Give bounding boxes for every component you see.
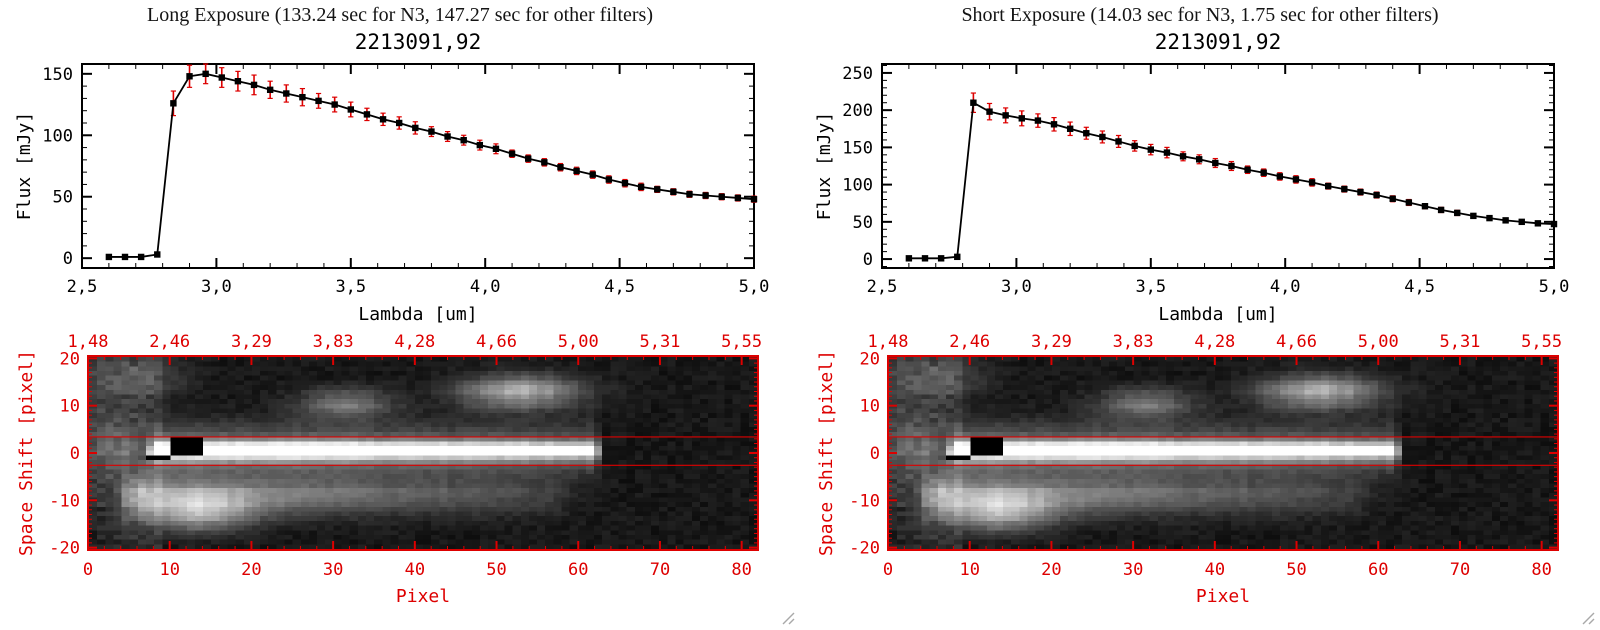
svg-text:0: 0 (883, 560, 893, 580)
resize-grip[interactable] (780, 610, 796, 626)
svg-text:Space Shift [pixel]: Space Shift [pixel] (816, 350, 837, 556)
svg-text:60: 60 (568, 560, 588, 580)
svg-text:80: 80 (1531, 560, 1551, 580)
svg-text:3,83: 3,83 (313, 332, 354, 352)
svg-text:3,0: 3,0 (201, 277, 232, 297)
svg-text:10: 10 (159, 560, 179, 580)
svg-text:5,00: 5,00 (1358, 332, 1399, 352)
panel-title-long: Long Exposure (133.24 sec for N3, 147.27… (147, 4, 653, 26)
panel-long-exposure: Long Exposure (133.24 sec for N3, 147.27… (0, 4, 800, 626)
svg-text:5,00: 5,00 (558, 332, 599, 352)
svg-text:10: 10 (959, 560, 979, 580)
resize-grip[interactable] (1580, 610, 1596, 626)
detector-image (89, 357, 757, 549)
svg-text:50: 50 (53, 188, 73, 208)
svg-text:4,0: 4,0 (470, 277, 501, 297)
svg-text:30: 30 (323, 560, 343, 580)
svg-text:200: 200 (842, 101, 873, 121)
panel-title-short: Short Exposure (14.03 sec for N3, 1.75 s… (961, 4, 1439, 26)
svg-text:4,28: 4,28 (1194, 332, 1235, 352)
svg-text:0: 0 (870, 444, 880, 464)
svg-text:3,0: 3,0 (1001, 277, 1032, 297)
svg-text:20: 20 (241, 560, 261, 580)
svg-text:0: 0 (83, 560, 93, 580)
svg-text:20: 20 (860, 349, 880, 369)
svg-text:4,28: 4,28 (394, 332, 435, 352)
svg-text:4,66: 4,66 (1276, 332, 1317, 352)
svg-text:Flux [mJy]: Flux [mJy] (14, 112, 35, 220)
svg-text:70: 70 (650, 560, 670, 580)
svg-text:1,48: 1,48 (68, 332, 109, 352)
svg-text:150: 150 (842, 138, 873, 158)
spectrum-plot-long: 2,5 3,0 3,5 4,0 4,5 5,0 0 50 100 150 Lambda [um] Fl… (14, 63, 770, 325)
svg-text:3,29: 3,29 (231, 332, 272, 352)
svg-text:2,46: 2,46 (949, 332, 990, 352)
svg-text:1,48: 1,48 (868, 332, 909, 352)
svg-text:50: 50 (1286, 560, 1306, 580)
svg-text:3,83: 3,83 (1113, 332, 1154, 352)
svg-text:60: 60 (1368, 560, 1388, 580)
svg-text:50: 50 (486, 560, 506, 580)
svg-text:Flux [mJy]: Flux [mJy] (814, 112, 835, 220)
svg-text:5,55: 5,55 (721, 332, 762, 352)
svg-text:100: 100 (842, 176, 873, 196)
svg-text:Lambda [um]: Lambda [um] (1158, 304, 1277, 325)
svg-text:5,55: 5,55 (1521, 332, 1562, 352)
spectrum-plot-short: 2,5 3,0 3,5 4,0 4,5 5,0 0 50 100 150 200 250 Lambda … (814, 63, 1570, 325)
svg-text:10: 10 (60, 397, 80, 417)
svg-text:40: 40 (1205, 560, 1225, 580)
svg-text:10: 10 (860, 397, 880, 417)
svg-text:4,5: 4,5 (1404, 277, 1435, 297)
svg-text:250: 250 (842, 64, 873, 84)
detector-image-area-short: 1,48 2,46 3,29 3,83 4,28 4,66 5,00 5,31 5,55 0 10 2… (800, 326, 1600, 626)
spectrum-subtitle: 2213091,92 (354, 30, 482, 54)
svg-text:5,0: 5,0 (1539, 277, 1570, 297)
svg-text:30: 30 (1123, 560, 1143, 580)
svg-text:40: 40 (405, 560, 425, 580)
svg-text:5,31: 5,31 (639, 332, 680, 352)
svg-text:3,29: 3,29 (1031, 332, 1072, 352)
svg-text:4,5: 4,5 (604, 277, 635, 297)
svg-text:20: 20 (60, 349, 80, 369)
svg-text:Lambda [um]: Lambda [um] (358, 304, 477, 325)
svg-text:Pixel: Pixel (1196, 586, 1250, 607)
detector-image-area-long: 1,48 2,46 3,29 3,83 4,28 4,66 5,00 5,31 5,55 0 10 2… (0, 326, 800, 626)
svg-text:Pixel: Pixel (396, 586, 450, 607)
svg-text:0: 0 (70, 444, 80, 464)
svg-text:Space Shift [pixel]: Space Shift [pixel] (16, 350, 37, 556)
svg-text:2,46: 2,46 (149, 332, 190, 352)
panel-short-exposure: Short Exposure (14.03 sec for N3, 1.75 s… (800, 0, 1600, 630)
detector-axes: 1,48 2,46 3,29 3,83 4,28 4,66 5,00 5,31 5,55 0 10 2… (16, 332, 762, 607)
svg-text:0: 0 (863, 250, 873, 270)
svg-text:5,0: 5,0 (739, 277, 770, 297)
svg-text:-10: -10 (49, 491, 80, 511)
svg-text:100: 100 (42, 126, 73, 146)
svg-text:20: 20 (1041, 560, 1061, 580)
svg-text:80: 80 (731, 560, 751, 580)
svg-text:70: 70 (1450, 560, 1470, 580)
svg-text:2,5: 2,5 (867, 277, 898, 297)
svg-text:3,5: 3,5 (335, 277, 366, 297)
spectrum-subtitle: 2213091,92 (1154, 30, 1282, 54)
svg-text:50: 50 (853, 213, 873, 233)
svg-text:5,31: 5,31 (1439, 332, 1480, 352)
detector-image (889, 357, 1557, 549)
svg-text:-10: -10 (849, 491, 880, 511)
svg-text:2,5: 2,5 (67, 277, 98, 297)
detector-axes: 1,48 2,46 3,29 3,83 4,28 4,66 5,00 5,31 5,55 0 10 2… (816, 332, 1562, 607)
svg-text:-20: -20 (849, 539, 880, 559)
svg-text:-20: -20 (49, 539, 80, 559)
svg-text:4,0: 4,0 (1270, 277, 1301, 297)
svg-text:4,66: 4,66 (476, 332, 517, 352)
svg-text:3,5: 3,5 (1135, 277, 1166, 297)
svg-text:150: 150 (42, 65, 73, 85)
svg-text:0: 0 (63, 249, 73, 269)
